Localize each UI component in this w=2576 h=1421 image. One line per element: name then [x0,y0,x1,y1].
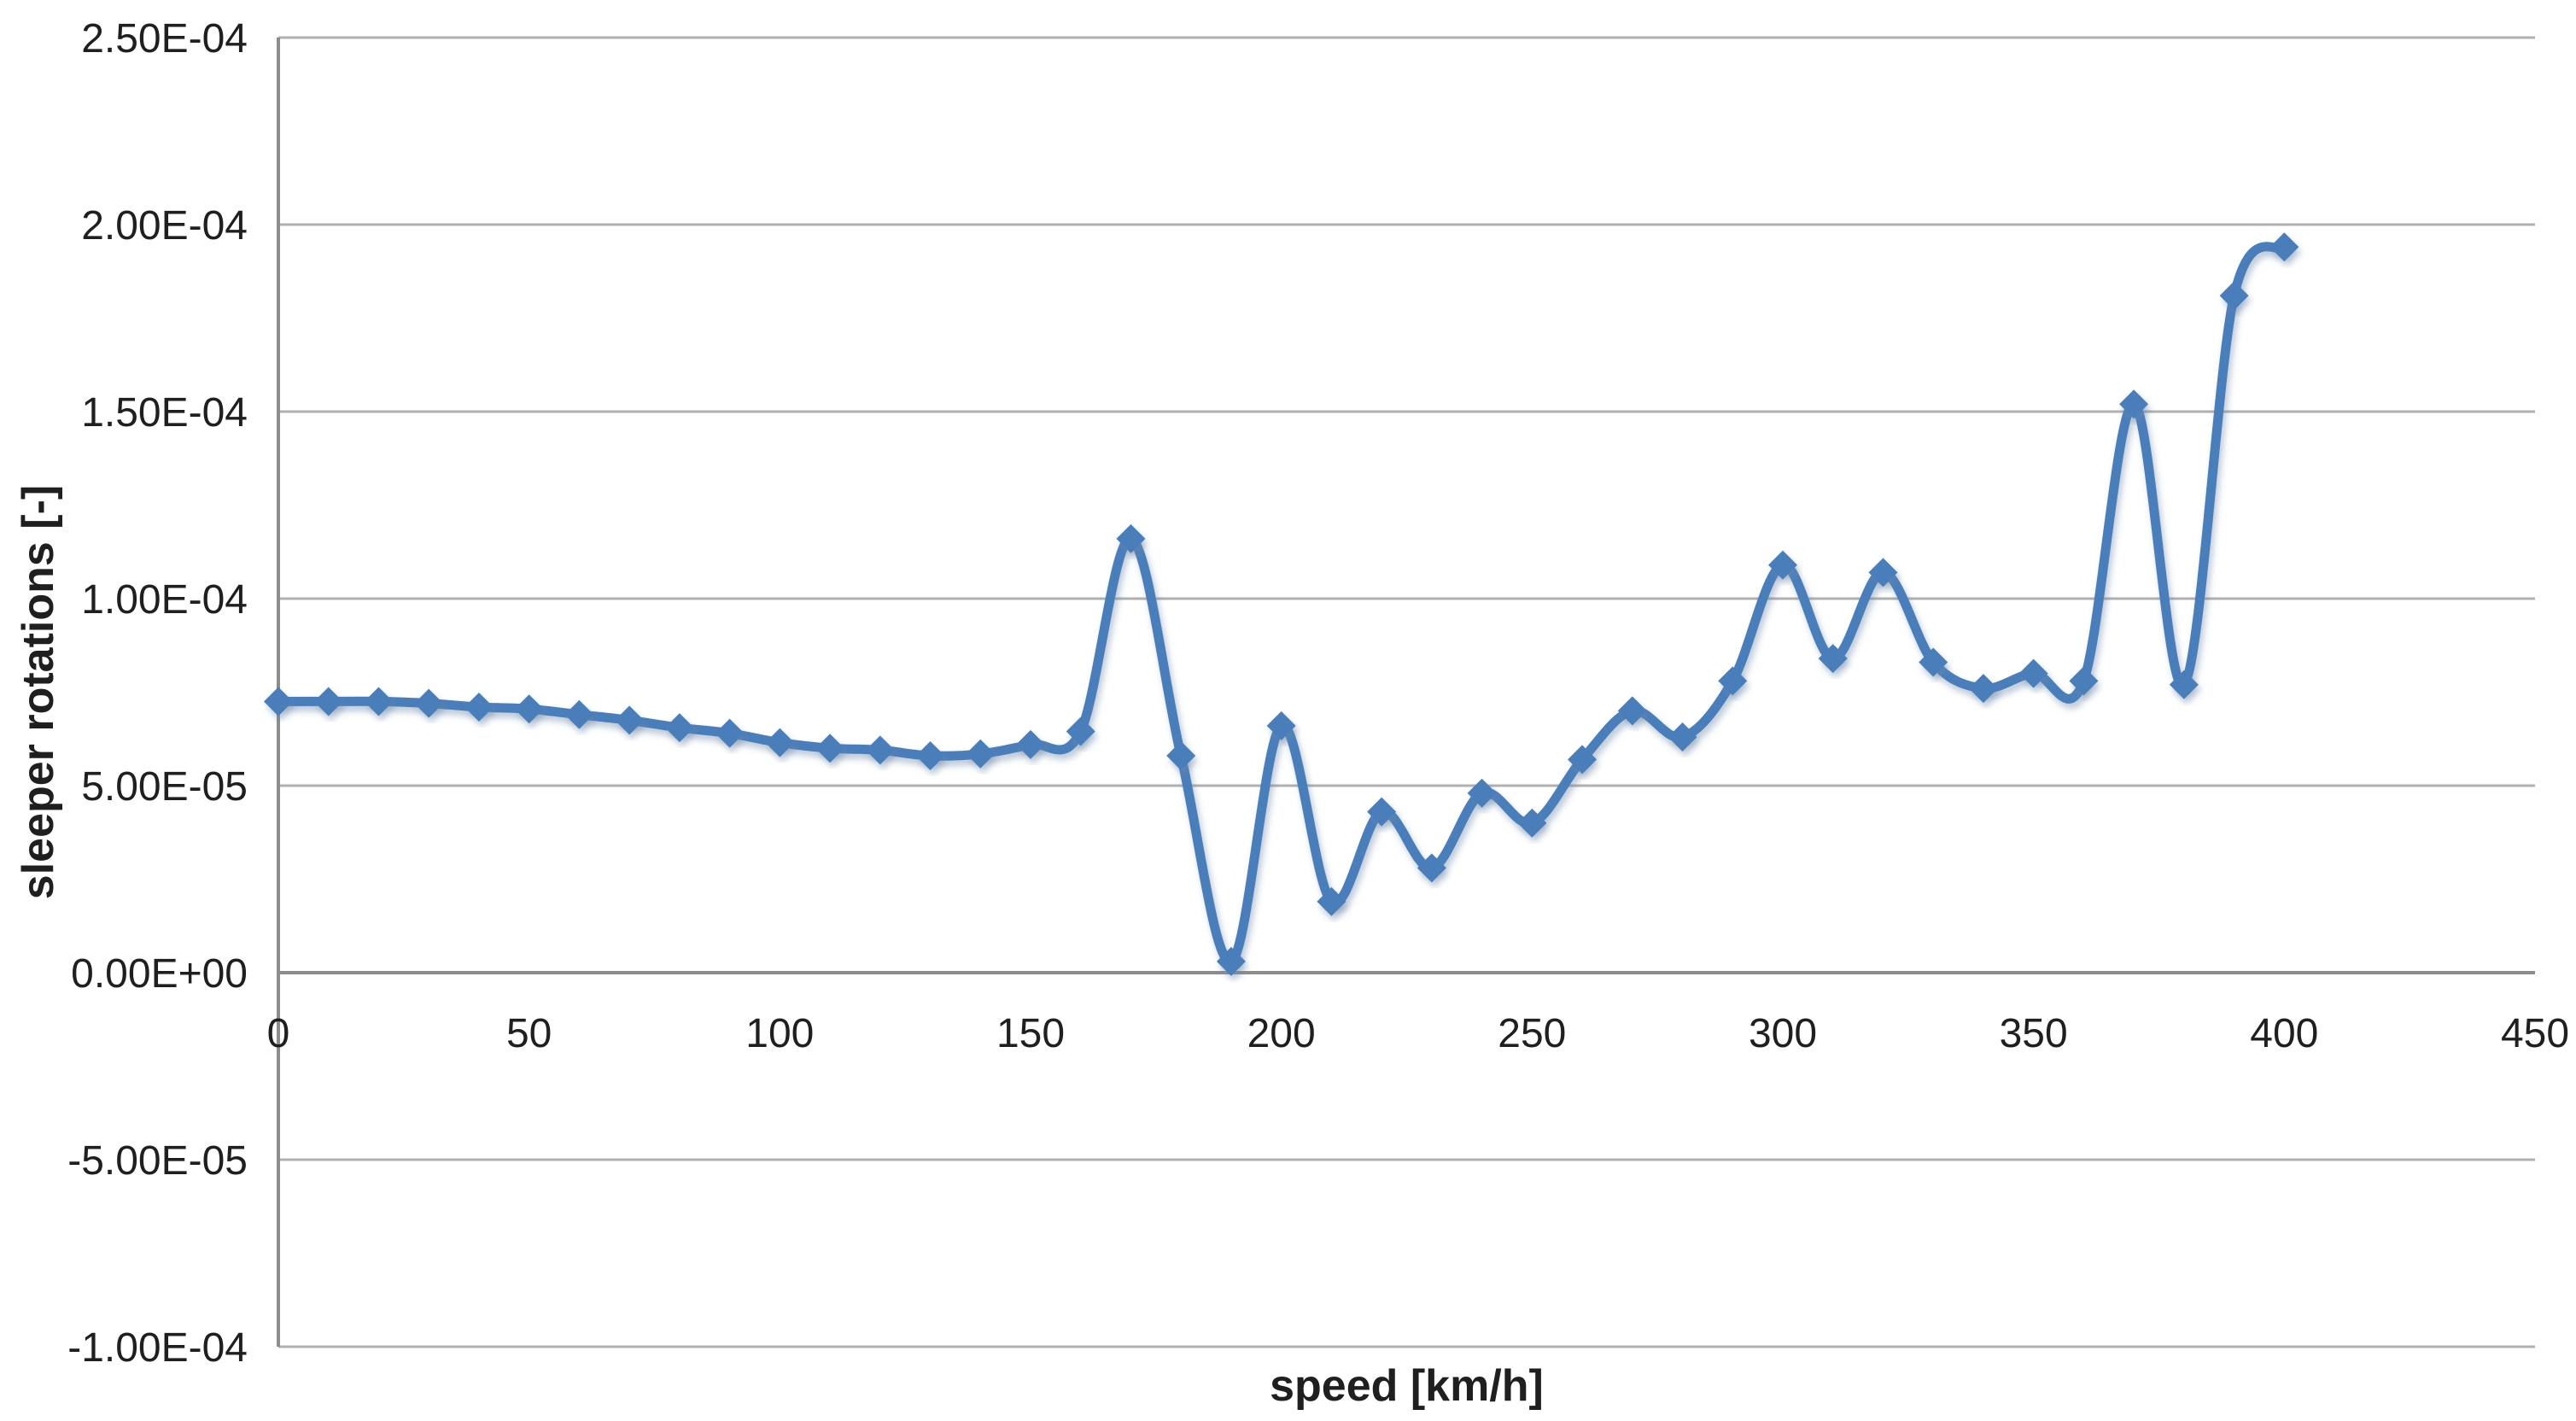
x-axis-title: speed [km/h] [1270,1361,1544,1411]
data-point-marker [1417,853,1446,883]
data-point-marker [1868,558,1898,588]
series-group [264,232,2299,976]
x-tick-label: 200 [1247,1011,1316,1056]
data-point-marker [414,688,444,718]
data-point-marker [1768,550,1797,580]
data-point-marker [514,694,544,724]
y-tick-label: 5.00E-05 [81,764,248,810]
x-tick-label: 450 [2501,1011,2569,1056]
x-tick-label: 50 [506,1011,552,1056]
y-tick-label: 0.00E+00 [71,951,248,997]
data-point-marker [1467,778,1497,808]
data-point-marker [313,687,343,716]
data-point-marker [2018,658,2048,688]
y-axis-title: sleeper rotations [-] [14,485,63,899]
x-tick-label: 300 [1749,1011,1817,1056]
data-point-marker [1016,729,1045,759]
series-line [273,242,2289,967]
data-point-marker [1568,745,1598,775]
data-point-marker [564,699,594,729]
x-tick-label: 350 [2000,1011,2068,1056]
data-point-marker [715,718,745,748]
data-point-marker [264,687,293,716]
y-tick-label: -1.00E-04 [67,1325,248,1371]
data-point-marker [2119,389,2149,419]
data-point-marker [664,713,694,743]
x-tick-label: 150 [996,1011,1065,1056]
data-point-marker [915,740,945,770]
data-point-marker [1919,647,1948,677]
data-point-marker [1668,722,1697,752]
axes-group [277,38,2535,1347]
y-tick-label: 2.00E-04 [81,203,248,249]
y-tick-label: 2.50E-04 [81,16,248,61]
data-point-marker [1066,716,1095,746]
gridlines-group [278,36,2535,1348]
data-point-marker [1517,808,1547,838]
tick-labels-group: 2.50E-04 2.00E-04 1.50E-04 1.00E-04 5.00E-05… [67,16,2569,1371]
data-point-marker [765,728,795,757]
data-point-marker [2069,666,2099,696]
y-tick-label: 1.00E-04 [81,577,248,623]
x-tick-label: 250 [1498,1011,1566,1056]
data-point-marker [1116,523,1146,553]
x-tick-label: 400 [2250,1011,2318,1056]
x-tick-label: 0 [267,1011,290,1056]
y-tick-label: 1.50E-04 [81,390,248,436]
data-point-marker [1166,740,1196,770]
data-point-marker [1266,710,1296,740]
data-point-marker [364,687,394,716]
data-point-marker [1968,674,1998,704]
data-point-marker [1718,666,1748,696]
data-point-marker [1216,946,1246,976]
data-point-marker [615,705,645,735]
data-point-marker [865,735,895,765]
data-point-marker [966,739,996,769]
data-point-marker [2269,232,2299,262]
data-point-marker [2169,670,2199,699]
data-point-marker [1617,696,1647,726]
data-point-marker [815,734,845,763]
y-tick-label: -5.00E-05 [67,1138,248,1184]
data-point-marker [464,693,494,722]
data-point-marker [1317,886,1346,916]
x-tick-label: 100 [745,1011,814,1056]
data-point-marker [2219,281,2249,311]
data-point-marker [1367,797,1397,827]
data-point-marker [1818,644,1848,674]
